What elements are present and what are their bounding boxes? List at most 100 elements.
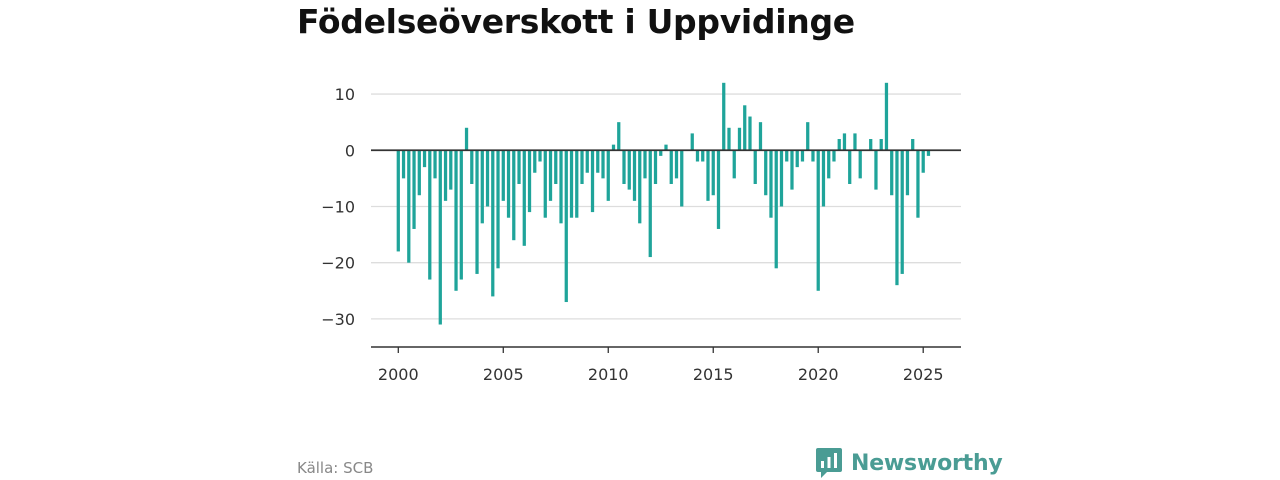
y-tick-label: −10 — [321, 197, 355, 216]
bar — [800, 150, 805, 162]
bar — [874, 150, 878, 190]
bar — [711, 150, 715, 196]
bar — [695, 150, 700, 162]
bar — [890, 150, 894, 196]
bar — [690, 133, 694, 151]
bar — [664, 144, 668, 151]
bar — [916, 150, 920, 218]
bar — [501, 150, 505, 201]
bar — [806, 122, 810, 151]
bar — [680, 150, 684, 207]
bar — [632, 150, 637, 201]
bar — [827, 150, 831, 179]
bar — [769, 150, 773, 218]
bar — [454, 150, 458, 291]
source-note: Källa: SCB — [297, 459, 374, 477]
bar — [842, 133, 847, 151]
x-tick-labels: 2000 2005 2010 2015 2020 2025 — [378, 365, 944, 384]
bar — [895, 150, 899, 286]
axes — [371, 149, 961, 353]
bar — [790, 150, 794, 190]
bar — [611, 144, 616, 151]
bar — [911, 139, 915, 151]
bar — [795, 150, 799, 168]
y-tick-label: −20 — [321, 254, 355, 273]
bar — [884, 82, 889, 151]
bar-chart-icon — [816, 448, 842, 478]
bar — [716, 150, 721, 229]
bar — [622, 150, 626, 184]
bar — [538, 150, 542, 162]
grid-lines — [371, 93, 961, 320]
bar — [606, 150, 610, 201]
bar — [785, 150, 789, 162]
bar — [428, 150, 432, 280]
bar — [417, 150, 421, 196]
bar — [653, 150, 658, 184]
bar — [464, 127, 469, 151]
bar — [905, 150, 910, 196]
bar — [512, 150, 516, 241]
bar — [522, 150, 526, 246]
bar — [816, 150, 820, 291]
bar — [743, 105, 747, 151]
bar — [412, 150, 416, 229]
bar — [758, 122, 763, 151]
bar — [701, 150, 705, 162]
bar — [921, 150, 925, 173]
bar — [533, 150, 537, 173]
bar — [643, 150, 647, 179]
bar — [737, 127, 742, 151]
bar — [900, 150, 904, 274]
bar — [858, 150, 862, 179]
bar — [491, 150, 495, 297]
bar — [401, 150, 406, 179]
bar — [527, 150, 532, 213]
brand-name: Newsworthy — [851, 450, 1003, 476]
bar — [627, 150, 631, 190]
bar — [433, 150, 437, 179]
bar — [475, 150, 479, 274]
bar — [706, 150, 710, 201]
x-tick-label: 2005 — [483, 365, 524, 384]
brand-logo: Newsworthy — [815, 447, 1003, 479]
bar — [554, 150, 558, 184]
bar — [732, 150, 736, 179]
bar — [926, 150, 931, 156]
bar — [832, 150, 836, 162]
bar — [648, 150, 652, 258]
chart-title: Födelseöverskott i Uppvidinge — [297, 2, 855, 41]
bar — [438, 150, 442, 325]
y-tick-label: −30 — [321, 310, 355, 329]
bar — [669, 150, 673, 184]
bar — [848, 150, 852, 184]
bar — [548, 150, 553, 201]
bar — [853, 133, 857, 151]
bar — [659, 150, 663, 156]
bar — [811, 150, 815, 162]
bars — [396, 82, 931, 325]
bar — [764, 150, 768, 196]
x-tick-label: 2020 — [798, 365, 839, 384]
bar — [496, 150, 500, 269]
bar — [727, 127, 731, 151]
bar — [869, 139, 873, 151]
bar — [879, 139, 883, 151]
x-tick-label: 2015 — [693, 365, 734, 384]
bar — [753, 150, 757, 184]
bar — [480, 150, 484, 224]
bar — [543, 150, 547, 218]
bar — [779, 150, 784, 207]
x-tick-label: 2010 — [588, 365, 629, 384]
bar — [596, 150, 600, 173]
x-tick-label: 2000 — [378, 365, 419, 384]
bar — [485, 150, 490, 207]
bar — [506, 150, 511, 218]
y-tick-labels: 10 0 −10 −20 −30 — [321, 85, 355, 329]
bar — [617, 122, 621, 151]
bar — [821, 150, 826, 207]
bar — [459, 150, 463, 280]
bar — [422, 150, 427, 168]
bar — [569, 150, 574, 218]
y-tick-label: 0 — [345, 141, 355, 160]
